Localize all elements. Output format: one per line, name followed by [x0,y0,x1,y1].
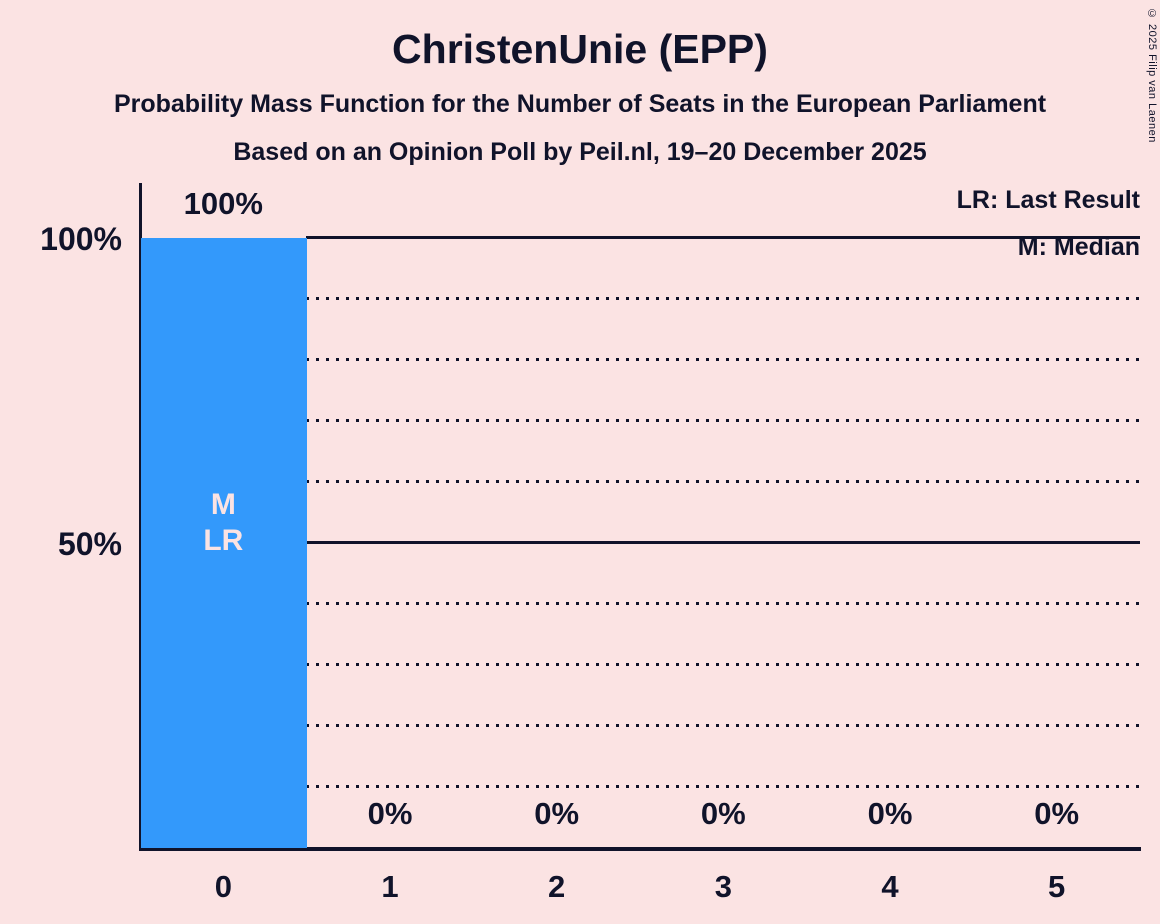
bar-value-label-4: 0% [867,796,913,831]
median-marker-label: M [210,488,236,521]
gridline-dotted-40 [306,602,1140,605]
gridline-dotted-80 [306,358,1140,361]
bar-value-label-0: 100% [183,186,263,221]
bar-seats-0 [141,238,307,848]
y-axis-line [139,183,142,851]
gridline-solid-50 [306,541,1140,544]
legend-last-result: LR: Last Result [956,186,1140,214]
gridline-dotted-90 [306,297,1140,300]
gridline-solid-100 [306,236,1140,239]
last-result-marker-label: LR [203,524,244,557]
x-tick-label-5: 5 [1048,869,1066,904]
chart-poll-info: Based on an Opinion Poll by Peil.nl, 19–… [233,138,927,166]
bar-annotation: M LR [140,487,307,559]
x-tick-label-1: 1 [381,869,399,904]
bar-value-label-1: 0% [367,796,413,831]
bar-value-label-3: 0% [700,796,746,831]
bar-value-label-2: 0% [534,796,580,831]
chart-subtitle: Probability Mass Function for the Number… [113,90,1047,118]
gridline-dotted-20 [306,724,1140,727]
x-tick-label-2: 2 [548,869,566,904]
chart-title: ChristenUnie (EPP) [392,26,768,72]
x-tick-label-0: 0 [214,869,232,904]
bar-value-label-5: 0% [1034,796,1080,831]
gridline-dotted-60 [306,480,1140,483]
y-tick-label-50: 50% [57,526,122,562]
x-tick-label-3: 3 [714,869,732,904]
x-tick-label-4: 4 [881,869,899,904]
y-tick-label-100: 100% [40,221,122,257]
gridline-dotted-10 [306,785,1140,788]
gridline-dotted-70 [306,419,1140,422]
gridline-dotted-30 [306,663,1140,666]
copyright-text: © 2025 Filip van Laenen [1146,8,1158,143]
x-axis-line [139,847,1141,851]
